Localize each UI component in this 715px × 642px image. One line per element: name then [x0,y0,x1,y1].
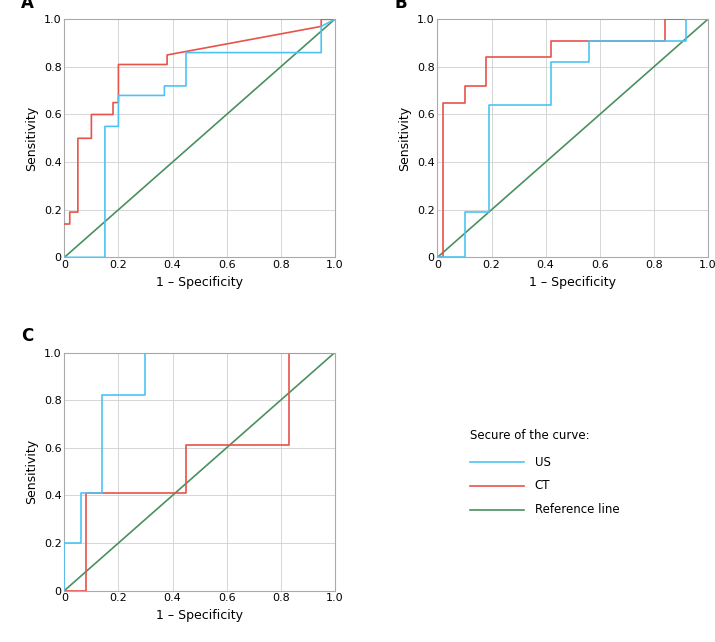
Y-axis label: Sensitivity: Sensitivity [25,439,39,504]
X-axis label: 1 – Specificity: 1 – Specificity [156,609,243,622]
Text: CT: CT [535,480,551,492]
Text: A: A [21,0,34,12]
Text: US: US [535,456,551,469]
Text: C: C [21,327,34,345]
Text: Secure of the curve:: Secure of the curve: [470,429,590,442]
Text: B: B [394,0,407,12]
Y-axis label: Sensitivity: Sensitivity [25,106,39,171]
X-axis label: 1 – Specificity: 1 – Specificity [156,275,243,289]
Text: Reference line: Reference line [535,503,619,516]
X-axis label: 1 – Specificity: 1 – Specificity [529,275,616,289]
Y-axis label: Sensitivity: Sensitivity [398,106,411,171]
